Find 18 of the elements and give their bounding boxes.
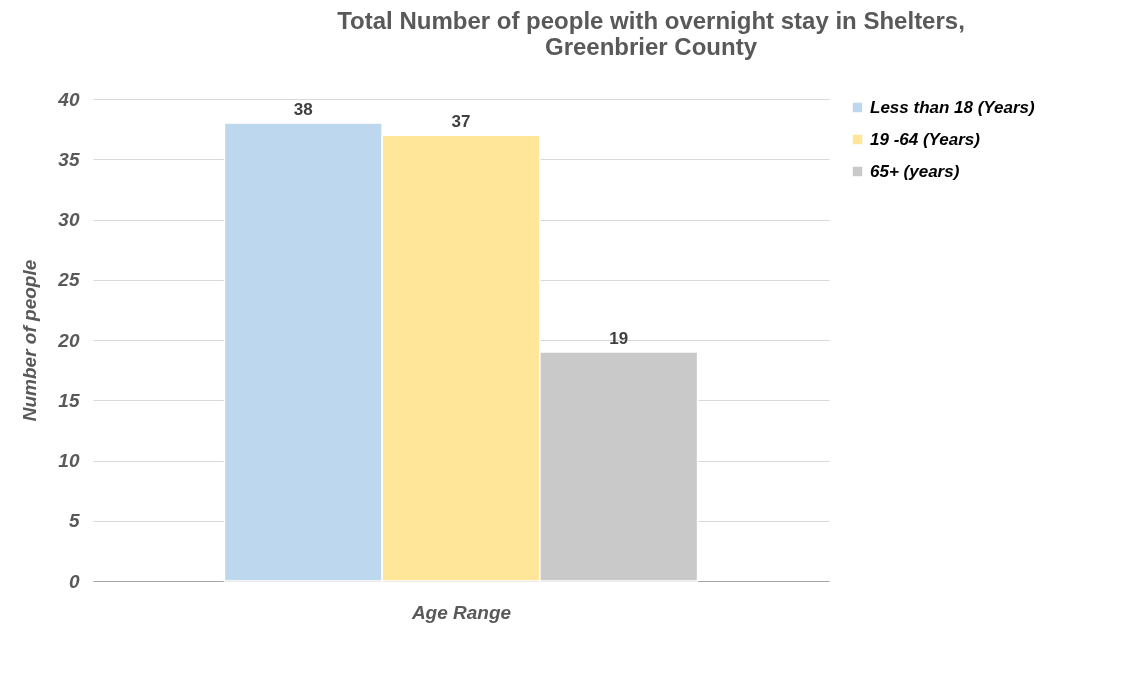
y-tick-label: 35	[58, 148, 80, 170]
y-tick-label: 25	[57, 269, 80, 291]
y-tick-label: 0	[68, 570, 80, 592]
y-axis-title: Number of people	[19, 259, 41, 422]
chart-title: Total Number of people with overnight stay in Shelters, Greenbrier County	[337, 7, 965, 60]
x-axis-title: Age Range	[410, 601, 512, 623]
data-label: 38	[293, 100, 313, 120]
y-tick-label: 10	[58, 450, 80, 471]
y-tick-label: 20	[57, 329, 80, 351]
data-label: 19	[609, 329, 629, 349]
y-tick-label: 30	[58, 209, 80, 230]
legend-label: Less than 18 (Years)	[870, 97, 1036, 117]
legend-label: 19 -64 (Years)	[870, 129, 981, 149]
y-tick-label: 15	[58, 389, 80, 411]
data-label: 37	[451, 112, 471, 132]
y-tick-label: 40	[57, 88, 80, 110]
y-tick-label: 5	[68, 510, 80, 532]
legend-label: 65+ (years)	[870, 161, 960, 181]
